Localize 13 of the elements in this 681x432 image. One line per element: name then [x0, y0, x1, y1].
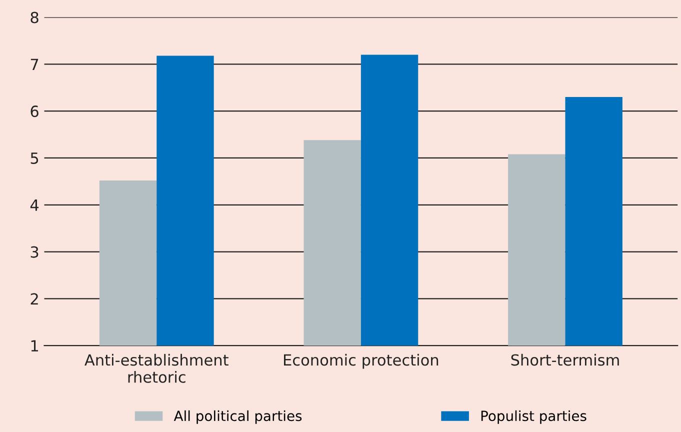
y-tick-label: 8 [30, 12, 38, 24]
y-tick-label: 3 [30, 246, 38, 258]
y-tick-label: 6 [30, 106, 38, 118]
x-tick-label: Anti-establishment rhetoric [84, 354, 228, 383]
x-tick-label: Short-termism [511, 354, 619, 366]
y-tick-label: 4 [30, 200, 39, 211]
legend-label: Populist parties [481, 410, 586, 424]
y-tick-label: 2 [30, 293, 38, 304]
y-tick-label: 5 [30, 152, 38, 164]
x-tick-label: Economic protection [284, 354, 438, 369]
legend-label: All political parties [174, 410, 302, 424]
y-tick-label: 7 [30, 58, 38, 70]
y-tick-label: 1 [31, 340, 38, 352]
